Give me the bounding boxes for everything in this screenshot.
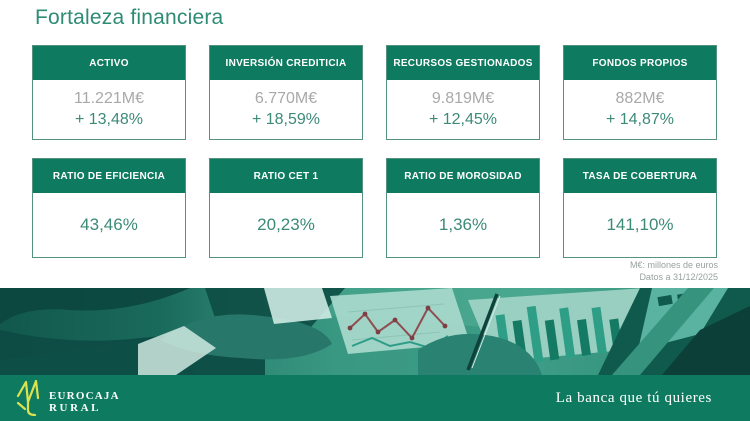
card-body: 882M€ + 14,87% — [564, 80, 716, 139]
card-value: 1,36% — [438, 215, 488, 234]
metric-card-ratio-cet1: RATIO CET 1 20,23% — [209, 158, 363, 258]
card-value: 6.770M€ — [254, 90, 318, 107]
card-label: RATIO DE EFICIENCIA — [52, 170, 166, 182]
logo-text: EUROCAJA RURAL — [49, 390, 120, 414]
metric-card-activo: ACTIVO 11.221M€ + 13,48% — [32, 45, 186, 140]
card-value: 141,10% — [606, 215, 674, 234]
logo-text-line1: EUROCAJA — [49, 389, 120, 402]
card-value: 20,23% — [257, 215, 315, 234]
card-header: RATIO DE MOROSIDAD — [387, 159, 539, 193]
card-value: 11.221M€ — [74, 90, 144, 107]
card-header: RATIO DE EFICIENCIA — [33, 159, 185, 193]
card-header: ACTIVO — [33, 46, 185, 80]
metric-card-ratio-eficiencia: RATIO DE EFICIENCIA 43,46% — [32, 158, 186, 258]
card-body: 20,23% — [210, 193, 362, 257]
footnotes: M€: millones de euros Datos a 31/12/2025 — [630, 259, 718, 283]
metrics-row-2: RATIO DE EFICIENCIA 43,46% RATIO CET 1 2… — [32, 158, 718, 258]
footer-bar: EUROCAJA RURAL La banca que tú quieres — [0, 375, 750, 421]
metric-card-fondos-propios: FONDOS PROPIOS 882M€ + 14,87% — [563, 45, 717, 140]
card-label: INVERSIÓN CREDITICIA — [225, 57, 347, 69]
page-title: Fortaleza financiera — [35, 6, 224, 29]
footer-slogan: La banca que tú quieres — [555, 389, 712, 406]
metric-card-tasa-cobertura: TASA DE COBERTURA 141,10% — [563, 158, 717, 258]
footnote-units: M€: millones de euros — [629, 260, 718, 270]
card-change: + 18,59% — [251, 111, 321, 128]
card-label: RECURSOS GESTIONADOS — [393, 57, 533, 69]
wheat-sprout-icon — [16, 379, 40, 416]
card-body: 43,46% — [33, 193, 185, 257]
card-body: 1,36% — [387, 193, 539, 257]
card-body: 141,10% — [564, 193, 716, 257]
card-body: 6.770M€ + 18,59% — [210, 80, 362, 139]
eurocaja-rural-logo: EUROCAJA RURAL — [14, 378, 120, 416]
card-header: RATIO CET 1 — [210, 159, 362, 193]
office-photo — [0, 288, 750, 375]
card-header: FONDOS PROPIOS — [564, 46, 716, 80]
card-header: TASA DE COBERTURA — [564, 159, 716, 193]
card-label: FONDOS PROPIOS — [592, 57, 688, 69]
card-change: + 13,48% — [74, 111, 144, 128]
card-body: 11.221M€ + 13,48% — [33, 80, 185, 139]
card-change: + 14,87% — [605, 111, 675, 128]
card-label: RATIO CET 1 — [253, 170, 319, 182]
card-change: + 12,45% — [428, 111, 498, 128]
card-label: RATIO DE MOROSIDAD — [404, 170, 522, 182]
card-label: ACTIVO — [89, 57, 129, 69]
card-body: 9.819M€ + 12,45% — [387, 80, 539, 139]
card-header: RECURSOS GESTIONADOS — [387, 46, 539, 80]
card-header: INVERSIÓN CREDITICIA — [210, 46, 362, 80]
metric-card-recursos-gestionados: RECURSOS GESTIONADOS 9.819M€ + 12,45% — [386, 45, 540, 140]
card-value: 882M€ — [615, 90, 665, 107]
logo-text-line2: RURAL — [49, 401, 102, 414]
footnote-date: Datos a 31/12/2025 — [639, 272, 718, 282]
metrics-row-1: ACTIVO 11.221M€ + 13,48% INVERSIÓN CREDI… — [32, 45, 718, 140]
metric-card-ratio-morosidad: RATIO DE MOROSIDAD 1,36% — [386, 158, 540, 258]
metric-card-inversion-crediticia: INVERSIÓN CREDITICIA 6.770M€ + 18,59% — [209, 45, 363, 140]
card-value: 9.819M€ — [431, 90, 495, 107]
card-label: TASA DE COBERTURA — [582, 170, 698, 182]
card-value: 43,46% — [80, 215, 138, 234]
